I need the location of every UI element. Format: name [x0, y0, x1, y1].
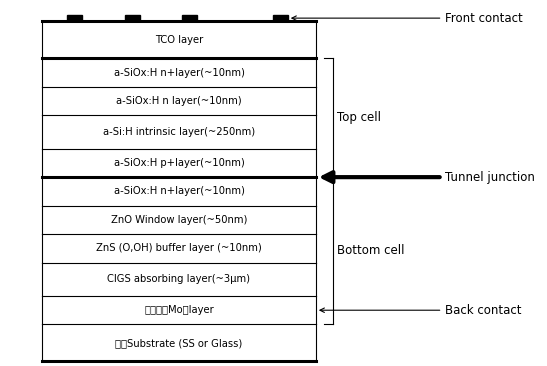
Bar — [42, 22, 316, 58]
Text: 金属锔（Mo）layer: 金属锔（Mo）layer — [144, 305, 214, 315]
Text: a-SiOx:H n+layer(~10nm): a-SiOx:H n+layer(~10nm) — [114, 186, 245, 197]
Bar — [42, 234, 316, 262]
Bar — [42, 296, 316, 324]
Text: TCO layer: TCO layer — [155, 35, 203, 45]
Text: a-SiOx:H n+layer(~10nm): a-SiOx:H n+layer(~10nm) — [114, 67, 245, 78]
Bar — [42, 149, 316, 177]
Bar — [42, 324, 316, 361]
Bar — [42, 87, 316, 115]
Text: a-SiOx:H p+layer(~10nm): a-SiOx:H p+layer(~10nm) — [114, 158, 245, 168]
Text: Tunnel junction: Tunnel junction — [323, 171, 535, 184]
Bar — [42, 262, 316, 296]
Text: Bottom cell: Bottom cell — [337, 244, 404, 257]
Bar — [125, 15, 140, 22]
Text: CIGS absorbing layer(~3μm): CIGS absorbing layer(~3μm) — [107, 274, 251, 284]
Bar — [273, 15, 288, 22]
Bar — [42, 206, 316, 234]
Bar — [42, 115, 316, 149]
Bar — [182, 15, 197, 22]
Text: Top cell: Top cell — [337, 111, 381, 124]
Text: ZnS (O,OH) buffer layer (~10nm): ZnS (O,OH) buffer layer (~10nm) — [96, 243, 262, 253]
Text: 衬底Substrate (SS or Glass): 衬底Substrate (SS or Glass) — [115, 338, 242, 348]
Text: a-SiOx:H n layer(~10nm): a-SiOx:H n layer(~10nm) — [116, 96, 242, 106]
Text: a-Si:H intrinsic layer(~250nm): a-Si:H intrinsic layer(~250nm) — [103, 127, 255, 137]
Bar — [42, 58, 316, 87]
Text: Front contact: Front contact — [292, 12, 523, 25]
Text: ZnO Window layer(~50nm): ZnO Window layer(~50nm) — [111, 215, 247, 225]
Bar — [42, 177, 316, 206]
Bar — [67, 15, 83, 22]
Text: Back contact: Back contact — [320, 304, 522, 317]
